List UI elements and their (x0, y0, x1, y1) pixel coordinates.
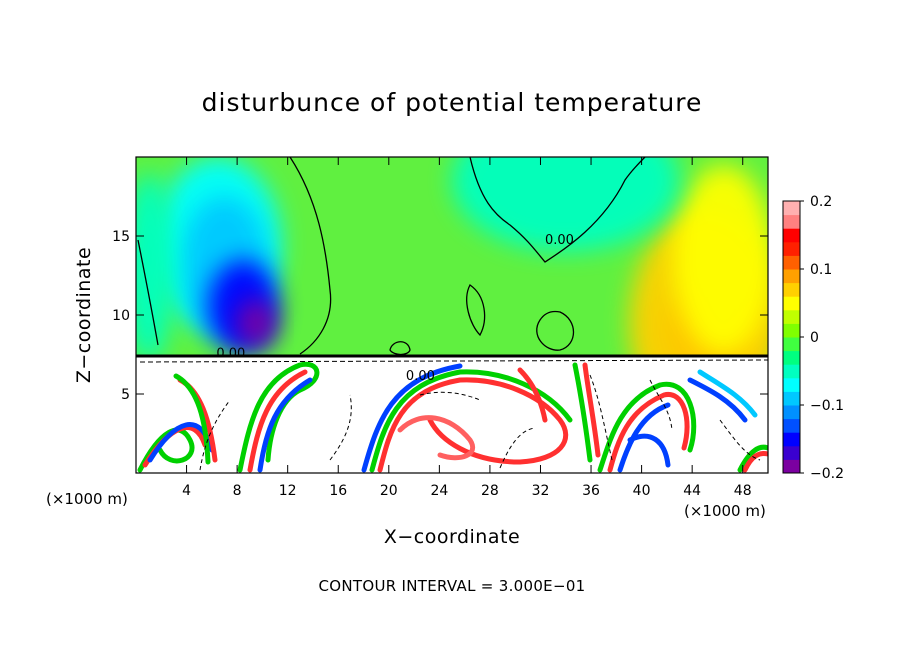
contour-labels: 0.00 0.00 0.00 (216, 233, 574, 384)
colorbar-swatch (783, 255, 800, 270)
zero-contour-left-edge (137, 239, 159, 346)
x-tick-label: 8 (233, 483, 242, 499)
turbulent-streaks (137, 361, 768, 473)
colorbar-ticks: 0.2 0.1 0 −0.1 −0.2 (800, 194, 844, 482)
colorbar-swatch (783, 241, 800, 256)
turbulent-streak (597, 381, 697, 473)
zero-contours (137, 157, 646, 356)
colorbar-swatch (783, 201, 800, 216)
zero-contour-island-2 (536, 310, 575, 351)
turbulent-streak (361, 363, 463, 473)
contour-label: 0.00 (406, 369, 435, 384)
x-tick-label: 28 (481, 483, 499, 499)
x-tick-label: 44 (683, 483, 701, 499)
colorbar-swatch (783, 459, 800, 474)
colorbar-tick-label: 0 (810, 330, 819, 346)
turbulent-contour (419, 391, 481, 401)
colorbar-swatch (783, 214, 800, 229)
colorbar-swatch (783, 432, 800, 447)
turbulent-contour (589, 374, 613, 461)
turbulent-streak (687, 377, 748, 423)
colorbar-swatch (783, 377, 800, 392)
colorbar-swatch (783, 364, 800, 379)
chart-title: disturbunce of potential temperature (201, 88, 703, 117)
colorbar-tick-label: 0.2 (810, 194, 832, 210)
x-unit-left: (×1000 m) (46, 490, 128, 508)
colorbar (782, 200, 801, 474)
colorbar-swatch (783, 309, 800, 324)
field-blob (452, 157, 680, 252)
x-tick-label: 32 (532, 483, 550, 499)
contour-label: 0.00 (545, 233, 574, 248)
field-blob (673, 164, 768, 355)
field-blob (136, 172, 174, 363)
x-tick-label: 36 (582, 483, 600, 499)
colorbar-swatch (783, 269, 800, 284)
colorbar-tick-label: −0.1 (810, 398, 844, 414)
colorbar-swatch (783, 405, 800, 420)
y-tick-label: 15 (112, 229, 130, 245)
turbulent-streak (247, 369, 308, 473)
x-tick-label: 24 (430, 483, 448, 499)
turbulent-contour (649, 379, 673, 431)
colorbar-tick-label: 0.1 (810, 262, 832, 278)
turbulent-contour (499, 427, 536, 469)
x-axis-label: X−coordinate (383, 526, 521, 548)
colorbar-tick-label: −0.2 (810, 466, 844, 482)
y-tick-label: 5 (121, 387, 130, 403)
turbulent-streak (572, 362, 593, 463)
x-tick-label: 16 (329, 483, 347, 499)
y-axis-label: Z−coordinate (73, 246, 95, 384)
zero-contour-left (289, 157, 332, 355)
turbulent-streak (257, 377, 313, 473)
turbulent-streak (617, 402, 671, 473)
turbulent-streak (742, 450, 768, 473)
colorbar-swatch (783, 323, 800, 338)
colorbar-swatch (783, 296, 800, 311)
turbulent-streak (173, 373, 211, 465)
inversion-line-dashed (139, 359, 768, 363)
turbulent-contour (199, 399, 231, 471)
turbulent-streak (377, 377, 569, 473)
turbulent-layer (136, 354, 768, 473)
turbulent-streak (397, 415, 475, 461)
colorbar-swatch (783, 445, 800, 460)
turbulent-streak (607, 392, 690, 473)
colorbar-swatch (783, 418, 800, 433)
colorbar-swatch (783, 391, 800, 406)
turbulent-streak (627, 433, 671, 468)
turbulent-streak (697, 369, 758, 418)
colorbar-swatch (783, 228, 800, 243)
colorbar-swatch (783, 282, 800, 297)
x-tick-label: 4 (182, 483, 191, 499)
x-tick-label: 12 (279, 483, 297, 499)
colorbar-swatch (783, 350, 800, 365)
x-axis-ticks: 4 8 12 16 20 24 28 32 36 40 44 48 (182, 157, 752, 499)
colorbar-swatch (783, 337, 800, 352)
turbulent-contour (329, 394, 352, 461)
y-axis-ticks: 5 10 15 (112, 229, 768, 403)
y-tick-label: 10 (112, 308, 130, 324)
x-tick-label: 40 (633, 483, 651, 499)
contour-label: 0.00 (216, 347, 245, 362)
turbulent-streak (517, 367, 548, 423)
x-tick-label: 20 (380, 483, 398, 499)
turbulent-streak (582, 362, 601, 458)
turbulent-streak (369, 369, 573, 473)
zero-contour-island-1 (466, 284, 486, 337)
zero-contour-top-right (469, 157, 646, 263)
contour-interval-note: CONTOUR INTERVAL = 3.000E−01 (318, 577, 586, 595)
x-tick-label: 48 (734, 483, 752, 499)
zero-contour-island-3 (389, 341, 411, 356)
field-blob (237, 299, 276, 347)
x-unit-right: (×1000 m) (684, 502, 766, 520)
turbulent-streak (137, 427, 195, 473)
